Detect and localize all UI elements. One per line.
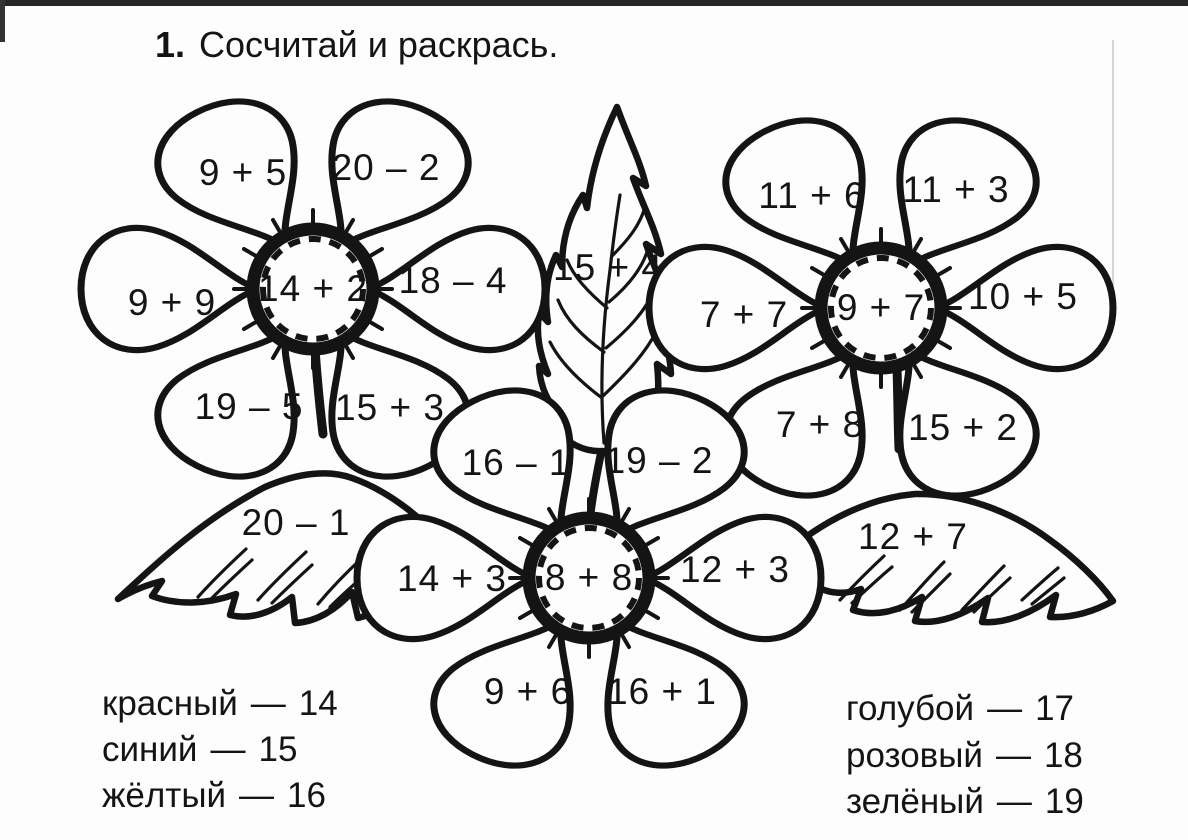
petal-expression: 11 + 6 [758, 175, 865, 216]
petal-expression: 10 + 5 [968, 276, 1078, 317]
legend-item: голубой — 17 [846, 689, 1074, 728]
legend-color-name: жёлтый [102, 776, 226, 815]
stem [587, 444, 606, 514]
petal-expression: 11 + 3 [902, 169, 1009, 210]
task-number: 1. [155, 24, 185, 65]
petal-expression: 16 – 1 [462, 442, 571, 483]
petal-expression: 7 + 8 [776, 404, 864, 445]
stem [310, 343, 328, 439]
center-leaf-shape [534, 103, 675, 455]
legend-color-name: синий [102, 730, 197, 769]
legend-value: 16 [287, 776, 326, 815]
legend-right-column: голубой —17 розовый —18 зелёный —19 [846, 689, 1084, 821]
legend-item: красный — 14 [102, 684, 338, 723]
legend-value: 18 [1044, 736, 1083, 775]
petal-expression: 9 + 6 [484, 671, 572, 712]
legend-color-name: зелёный [846, 782, 984, 821]
center-leaf [534, 103, 675, 455]
legend-value: 17 [1035, 689, 1074, 728]
page-title: 1. Сосчитай и раскрась. [155, 24, 558, 65]
scan-artifact-left-edge [0, 0, 5, 42]
petal-expression: 15 + 3 [335, 387, 445, 428]
legend-separator: — [997, 782, 1032, 821]
legend-color-name: розовый [846, 736, 983, 775]
petal-expression: 15 + 2 [908, 407, 1018, 448]
legend-color-name: красный [102, 684, 238, 723]
legend-value: 15 [258, 730, 297, 769]
leaf-expression: 15 + 4 [553, 247, 663, 288]
legend-value: 14 [299, 684, 338, 723]
legend-color-name: голубой [846, 689, 974, 728]
legend-separator: — [239, 776, 274, 815]
leaf-expression: 12 + 7 [858, 516, 968, 557]
legend-separator: — [987, 689, 1022, 728]
legend-left-column: красный — 14 синий — 15 жёлтый — 16 [102, 684, 338, 815]
petal-expression: 7 + 7 [700, 294, 788, 335]
legend-separator: — [251, 684, 286, 723]
petal-expression: 18 – 4 [399, 260, 508, 301]
right-leaf [790, 490, 1117, 626]
flower-center-expression: 8 + 8 [545, 557, 633, 598]
petal-expression: 19 – 2 [605, 440, 714, 481]
petal-expression: 20 – 2 [332, 147, 441, 188]
flower-center-expression: 14 + 2 [258, 268, 368, 309]
legend-separator: — [210, 730, 245, 769]
petal-expression: 9 + 5 [199, 152, 287, 193]
scan-artifact-top-edge [0, 0, 1188, 6]
legend-value: 19 [1045, 782, 1084, 821]
task-text: Сосчитай и раскрась. [199, 24, 558, 65]
petal-expression: 9 + 9 [128, 282, 216, 323]
legend-item: зелёный — 19 [846, 782, 1084, 821]
legend-item: синий — 15 [102, 730, 297, 769]
leaf-expression: 20 – 1 [242, 502, 351, 543]
legend-item: розовый — 18 [846, 736, 1083, 775]
petal-expression: 19 – 5 [195, 386, 304, 427]
legend-separator: — [996, 736, 1031, 775]
flower-center-expression: 9 + 7 [837, 287, 925, 328]
legend-item: жёлтый — 16 [102, 776, 326, 815]
leaf-veins [548, 193, 658, 445]
leaf-veins [838, 554, 1066, 614]
petal-expression: 12 + 3 [680, 549, 790, 590]
right-leaf-shape [790, 490, 1117, 626]
petal-expression: 16 + 1 [607, 671, 717, 712]
petal-expression: 14 + 3 [397, 558, 507, 599]
